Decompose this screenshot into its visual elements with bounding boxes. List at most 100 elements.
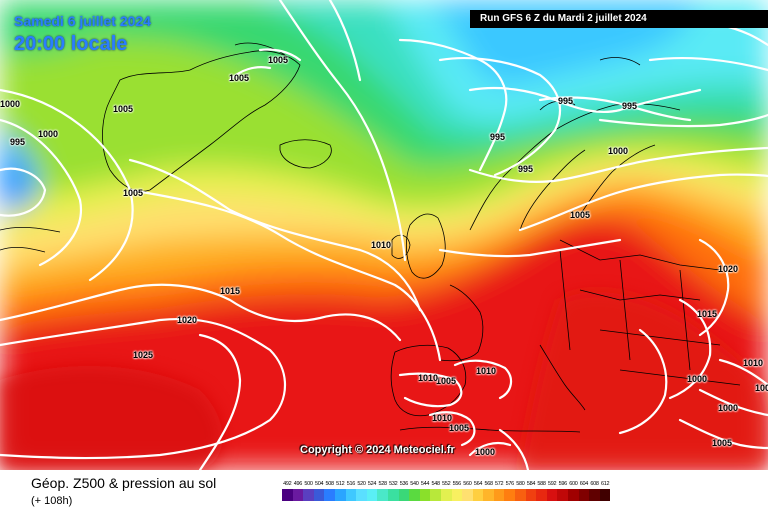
isobar-label: 1010 bbox=[432, 413, 453, 423]
copyright-notice: Copyright © 2024 Meteociel.fr bbox=[300, 444, 455, 456]
scale-color-swatch bbox=[440, 489, 452, 501]
scale-value-label: 532 bbox=[389, 481, 398, 487]
scale-value-label: 608 bbox=[590, 481, 599, 487]
scale-color-swatch bbox=[578, 489, 590, 501]
scale-step: 560 bbox=[462, 479, 473, 509]
scale-value-label: 544 bbox=[420, 481, 430, 487]
scale-color-swatch bbox=[589, 489, 600, 501]
scale-step: 608 bbox=[589, 479, 600, 509]
forecast-date: Samedi 6 juillet 2024 bbox=[14, 13, 151, 29]
scale-color-swatch bbox=[313, 489, 325, 501]
scale-step: 572 bbox=[493, 479, 505, 509]
scale-step: 528 bbox=[377, 479, 388, 509]
scale-value-label: 580 bbox=[516, 481, 525, 487]
isobar-label: 1025 bbox=[133, 350, 154, 360]
scale-value-label: 528 bbox=[378, 481, 388, 487]
scale-value-label: 492 bbox=[283, 481, 292, 487]
scale-step: 500 bbox=[303, 479, 314, 509]
scale-value-label: 512 bbox=[336, 481, 345, 487]
scale-value-label: 552 bbox=[442, 481, 451, 487]
isobar-label: 1005 bbox=[113, 104, 134, 114]
isobar-label: 1005 bbox=[436, 376, 457, 386]
product-title: Géop. Z500 & pression au sol bbox=[31, 475, 217, 491]
lead-time: (+ 108h) bbox=[31, 495, 73, 507]
scale-color-swatch bbox=[568, 489, 579, 501]
scale-color-swatch bbox=[546, 489, 558, 501]
scale-color-swatch bbox=[557, 489, 569, 501]
scale-color-swatch bbox=[334, 489, 346, 501]
scale-color-swatch bbox=[419, 489, 431, 501]
scale-value-label: 564 bbox=[473, 481, 483, 487]
scale-value-label: 540 bbox=[410, 481, 419, 487]
map-footer: Géop. Z500 & pression au sol (+ 108h) 49… bbox=[0, 470, 768, 512]
scale-color-swatch bbox=[409, 489, 420, 501]
scale-step: 516 bbox=[345, 479, 357, 509]
scale-step: 544 bbox=[419, 479, 431, 509]
scale-value-label: 588 bbox=[537, 481, 546, 487]
scale-step: 592 bbox=[546, 479, 558, 509]
isobar-label: 995 bbox=[558, 96, 574, 106]
scale-color-swatch bbox=[430, 489, 441, 501]
scale-color-swatch bbox=[462, 489, 473, 501]
scale-color-swatch bbox=[504, 489, 516, 501]
scale-color-swatch bbox=[398, 489, 410, 501]
isobar-label: 1020 bbox=[177, 315, 198, 325]
scale-value-label: 496 bbox=[293, 481, 303, 487]
scale-value-label: 612 bbox=[600, 481, 610, 487]
scale-value-label: 516 bbox=[346, 481, 356, 487]
scale-value-label: 600 bbox=[569, 481, 578, 487]
isobar-label: 1005 bbox=[229, 73, 250, 83]
scale-value-label: 604 bbox=[579, 481, 589, 487]
scale-step: 600 bbox=[568, 479, 579, 509]
isobar-label: 995 bbox=[10, 137, 26, 147]
run-banner: Run GFS 6 Z du Mardi 2 juillet 2024 bbox=[470, 10, 768, 28]
isobar-label: 1000 bbox=[718, 403, 739, 413]
scale-color-swatch bbox=[282, 489, 293, 501]
scale-step: 536 bbox=[398, 479, 410, 509]
scale-color-swatch bbox=[303, 489, 314, 501]
scale-step: 612 bbox=[599, 479, 611, 509]
scale-step: 596 bbox=[557, 479, 569, 509]
isobar-label: 1005 bbox=[712, 438, 733, 448]
isobar-label: 1010 bbox=[418, 373, 439, 383]
scale-color-swatch bbox=[599, 489, 611, 501]
scale-value-label: 568 bbox=[484, 481, 493, 487]
scale-step: 496 bbox=[292, 479, 304, 509]
scale-value-label: 556 bbox=[452, 481, 462, 487]
scale-step: 556 bbox=[451, 479, 463, 509]
isobars bbox=[0, 0, 768, 470]
scale-step: 540 bbox=[409, 479, 420, 509]
isobar-label: 1015 bbox=[220, 286, 241, 296]
scale-step: 524 bbox=[366, 479, 378, 509]
scale-step: 604 bbox=[578, 479, 590, 509]
scale-value-label: 584 bbox=[526, 481, 536, 487]
isobar-label: 1000 bbox=[0, 99, 21, 109]
isobar-label: 1010 bbox=[743, 358, 764, 368]
scale-step: 532 bbox=[387, 479, 399, 509]
scale-step: 504 bbox=[313, 479, 325, 509]
isobar-label: 1005 bbox=[449, 423, 470, 433]
scale-step: 576 bbox=[504, 479, 516, 509]
isobar-label: 1000 bbox=[687, 374, 708, 384]
forecast-local-time: 20:00 locale bbox=[14, 33, 128, 55]
scale-value-label: 548 bbox=[431, 481, 440, 487]
scale-value-label: 520 bbox=[357, 481, 366, 487]
scale-value-label: 536 bbox=[399, 481, 409, 487]
scale-color-swatch bbox=[324, 489, 335, 501]
isobar-label: 1005 bbox=[123, 188, 144, 198]
scale-value-label: 560 bbox=[463, 481, 472, 487]
isobar-label: 995 bbox=[490, 132, 506, 142]
isobar-label: 1005 bbox=[570, 210, 591, 220]
isobar-label: 995 bbox=[518, 164, 534, 174]
scale-color-swatch bbox=[483, 489, 494, 501]
isobar-label: 1010 bbox=[476, 366, 497, 376]
isobar-label: 995 bbox=[622, 101, 638, 111]
isobar-label: 1000 bbox=[755, 383, 768, 393]
isobar-label: 1015 bbox=[697, 309, 718, 319]
scale-step: 508 bbox=[324, 479, 335, 509]
scale-value-label: 500 bbox=[304, 481, 313, 487]
scale-color-swatch bbox=[356, 489, 367, 501]
scale-step: 520 bbox=[356, 479, 367, 509]
scale-color-swatch bbox=[345, 489, 357, 501]
scale-step: 492 bbox=[282, 479, 293, 509]
